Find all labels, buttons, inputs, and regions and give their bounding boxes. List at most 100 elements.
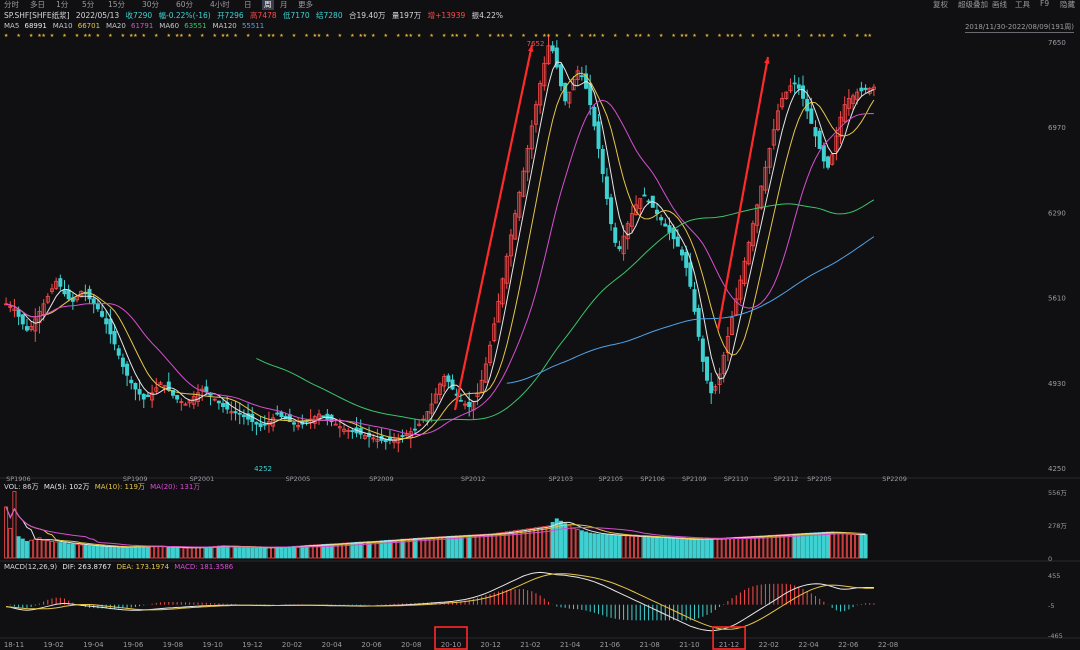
volume-ma20-line: [5, 506, 866, 548]
volume-bar: [387, 539, 392, 559]
candle-body: [342, 428, 347, 432]
volume-bar: [688, 539, 693, 559]
candle-body: [45, 295, 50, 303]
candle-body: [362, 435, 367, 439]
signal-star: ★: [567, 33, 572, 39]
ma-legend-item-1: MA10 66701: [53, 22, 103, 30]
contract-label: SP2009: [369, 475, 394, 483]
period-tab-2[interactable]: 1分: [56, 0, 69, 9]
volume-bar: [45, 540, 50, 559]
candle-body: [8, 305, 13, 308]
volume-bar: [70, 543, 75, 559]
period-tab-9[interactable]: 周: [262, 0, 274, 10]
candle-body: [654, 209, 659, 215]
candle-body: [750, 223, 755, 247]
candle-body: [246, 413, 251, 420]
candle-body: [855, 91, 860, 101]
volume-bar: [179, 547, 184, 559]
tool-3[interactable]: 工具: [1015, 0, 1030, 9]
macd-dif: DIF: 263.8767: [62, 563, 112, 571]
volume-bar: [20, 538, 25, 559]
period-tab-8[interactable]: 日: [244, 0, 252, 9]
candle-body: [179, 401, 184, 403]
candle-body: [571, 79, 576, 91]
contract-label: SP2105: [599, 475, 624, 483]
signal-star: ★: [867, 33, 872, 39]
signal-star: ★: [363, 33, 368, 39]
period-tab-3[interactable]: 5分: [82, 0, 95, 9]
candle-body: [141, 393, 146, 400]
candle-body: [204, 386, 209, 392]
signal-star: ★: [154, 33, 159, 39]
signal-star: ★: [4, 33, 9, 39]
candle-body: [638, 198, 643, 209]
time-axis-label: 19-02: [44, 641, 64, 649]
candle-body: [33, 318, 38, 332]
candle-body: [400, 435, 405, 438]
volume-bar: [354, 541, 359, 559]
signal-star: ★: [626, 33, 631, 39]
tool-4[interactable]: F9: [1040, 0, 1050, 8]
ma-legend-value-4: 55511: [241, 22, 265, 30]
candle-body: [533, 104, 538, 125]
volume-ma20: MA(20): 131万: [150, 483, 201, 491]
volume-bar: [221, 545, 226, 559]
period-tab-7[interactable]: 4小时: [210, 0, 230, 9]
volume-bar: [137, 545, 142, 559]
volume-bar: [508, 530, 513, 559]
contract-label: SP2209: [882, 475, 907, 483]
volume-bar: [742, 536, 747, 559]
volume-bar: [141, 545, 146, 559]
volume-bar: [266, 547, 271, 559]
candle-body: [412, 428, 417, 431]
period-tab-0[interactable]: 分时: [4, 0, 19, 9]
period-tab-6[interactable]: 60分: [176, 0, 194, 9]
tool-0[interactable]: 复权: [933, 0, 948, 9]
time-axis-label: 21-12: [719, 641, 739, 649]
volume-bar: [559, 520, 563, 559]
volume-legend: VOL: 86万 MA(5): 102万 MA(10): 119万 MA(20)…: [4, 482, 203, 492]
signal-star: ★: [500, 33, 505, 39]
candle-body: [100, 311, 105, 317]
symbol-label[interactable]: SP.SHF[SHFE纸浆]: [4, 11, 70, 20]
volume-ma5: MA(5): 102万: [43, 483, 90, 491]
candle-body: [788, 85, 793, 92]
candle-body: [183, 403, 188, 406]
candle-body: [746, 242, 751, 265]
oi-change-label: 增+13939: [427, 11, 466, 20]
volume-bar: [342, 542, 347, 559]
candle-body: [375, 438, 380, 442]
candle-body: [125, 363, 130, 376]
volume-bar: [788, 533, 793, 559]
volume-bar: [417, 537, 422, 559]
period-tab-10[interactable]: 月: [280, 0, 288, 9]
signal-star: ★: [96, 33, 101, 39]
candle-body: [642, 194, 647, 197]
date-range-label[interactable]: 2018/11/30-2022/08/09(191周): [964, 23, 1074, 33]
period-tab-4[interactable]: 15分: [108, 0, 126, 9]
period-tab-1[interactable]: 多日: [30, 0, 45, 9]
high-label: 高7478: [250, 11, 277, 20]
signal-star: ★: [855, 33, 860, 39]
volume-bar: [475, 534, 480, 559]
tool-1[interactable]: 超级叠加: [958, 0, 988, 9]
tool-5[interactable]: 隐藏: [1060, 0, 1075, 9]
period-tab-11[interactable]: 更多: [298, 0, 313, 9]
price-tick-label: 7650: [1048, 39, 1066, 47]
ma-legend-label-4: MA120: [212, 22, 239, 30]
volume-bar: [479, 534, 484, 559]
signal-star: ★: [404, 33, 409, 39]
volume-bar: [458, 535, 463, 559]
volume-bar: [763, 535, 768, 559]
volume-bar: [275, 547, 280, 559]
volume-bar: [87, 545, 92, 559]
volume-bar: [646, 536, 651, 559]
volume-bar: [621, 535, 626, 559]
candle-body: [809, 108, 814, 124]
volume-bar: [588, 532, 593, 559]
candle-body: [592, 106, 597, 127]
candle-body: [162, 384, 167, 388]
tool-2[interactable]: 画线: [992, 0, 1007, 9]
period-tab-5[interactable]: 30分: [142, 0, 160, 9]
